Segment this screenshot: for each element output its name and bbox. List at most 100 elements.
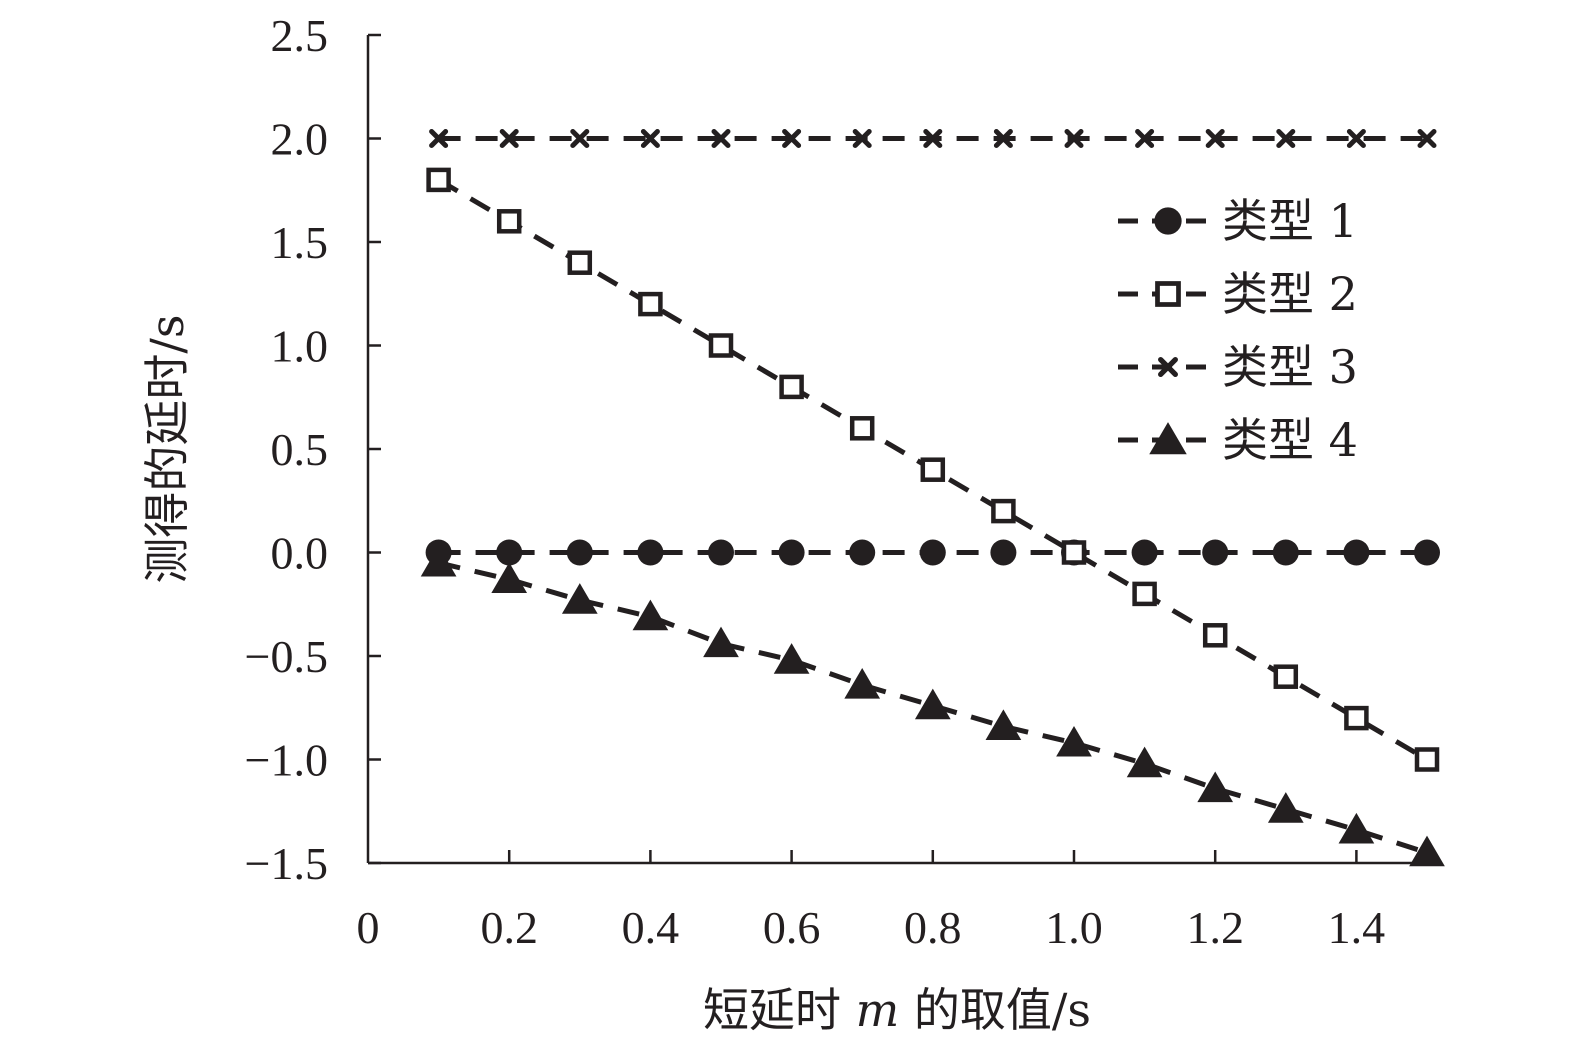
data-point-circle	[637, 539, 664, 566]
legend-item: 类型 1	[1118, 194, 1358, 248]
data-point-triangle	[1149, 422, 1187, 455]
data-point-square	[991, 498, 1016, 524]
data-point-x	[1158, 357, 1178, 377]
y-tick-label: 2.5	[271, 10, 329, 61]
data-point-x	[852, 129, 872, 148]
data-point-triangle	[844, 667, 881, 699]
data-point-circle	[1202, 539, 1229, 566]
data-point-square	[1061, 540, 1087, 565]
data-point-circle	[849, 539, 876, 566]
data-point-triangle	[1409, 835, 1445, 867]
data-point-square	[779, 374, 804, 400]
data-point-triangle	[985, 709, 1022, 740]
data-point-circle	[496, 539, 523, 566]
x-tick-label: 0	[357, 902, 380, 953]
data-point-x	[570, 129, 590, 148]
data-point-triangle	[1126, 746, 1163, 778]
data-point-triangle	[420, 545, 457, 577]
x-tick-label: 0.2	[480, 902, 538, 953]
data-point-triangle	[1056, 725, 1092, 757]
data-point-x	[1064, 129, 1084, 148]
data-point-square	[638, 291, 663, 317]
series-layer	[420, 129, 1445, 867]
legend-label: 类型 1	[1222, 194, 1358, 248]
x-tick-label: 1.2	[1186, 902, 1244, 953]
data-point-x	[429, 129, 449, 148]
data-point-square	[1273, 664, 1299, 689]
data-point-circle	[778, 539, 805, 566]
data-point-circle	[1343, 539, 1370, 566]
data-point-triangle	[1197, 771, 1234, 803]
data-point-x	[711, 129, 731, 148]
legend-label: 类型 4	[1222, 413, 1358, 467]
data-point-triangle	[491, 562, 528, 594]
y-tick-label: 1.0	[271, 321, 329, 372]
y-tick-label: 0.5	[271, 424, 329, 475]
data-point-square	[1202, 623, 1228, 648]
data-point-triangle	[914, 688, 951, 720]
data-point-x	[640, 129, 660, 148]
data-point-triangle	[1338, 812, 1375, 844]
x-axis-title-suffix: 的取值/s	[899, 983, 1091, 1037]
data-point-circle	[990, 539, 1017, 566]
y-axis-ticks: 2.5 2.0 1.5 1.0 0.5 0.0 −0.5 −1.0 −1.5	[245, 10, 381, 889]
x-tick-label: 0.4	[622, 902, 680, 953]
series-3	[429, 129, 1437, 148]
data-point-circle	[1414, 539, 1440, 566]
data-point-square	[1414, 747, 1440, 772]
data-point-x	[993, 129, 1013, 148]
legend: 类型 1 类型 2 类型 3 类型 4	[1118, 194, 1358, 467]
data-point-x	[499, 129, 519, 148]
data-point-square	[426, 167, 451, 193]
x-axis-title-variable: m	[856, 983, 900, 1037]
x-axis-ticks: 0 0.2 0.4 0.6 0.8 1.0 1.2 1.4	[357, 850, 1386, 953]
x-axis-title-prefix: 短延时	[703, 983, 856, 1037]
series-2	[426, 167, 1440, 772]
legend-item: 类型 2	[1118, 267, 1358, 321]
data-point-square	[1132, 581, 1157, 607]
legend-label: 类型 3	[1222, 340, 1358, 394]
data-point-square	[496, 209, 522, 234]
x-tick-label: 1.0	[1045, 902, 1103, 953]
x-axis-title: 短延时 m 的取值/s	[703, 983, 1091, 1037]
data-point-x	[1276, 129, 1296, 148]
data-point-circle	[566, 539, 593, 566]
data-point-triangle	[561, 583, 598, 614]
y-tick-label: −1.5	[245, 838, 328, 889]
y-tick-label: −0.5	[245, 631, 328, 682]
data-point-x	[1417, 129, 1437, 148]
data-point-square	[849, 416, 875, 441]
data-point-circle	[1131, 539, 1158, 566]
data-point-circle	[919, 539, 946, 566]
legend-item: 类型 4	[1118, 413, 1358, 467]
y-tick-label: 2.0	[271, 114, 329, 165]
x-tick-label: 0.6	[763, 902, 821, 953]
data-point-square	[1344, 705, 1369, 731]
x-tick-label: 0.8	[904, 902, 962, 953]
y-tick-label: 1.5	[271, 217, 329, 268]
data-point-x	[1135, 129, 1155, 148]
data-point-square	[920, 457, 946, 482]
series-line	[438, 560, 1428, 856]
data-point-circle	[1272, 539, 1299, 566]
data-point-square	[1155, 281, 1181, 307]
data-point-circle	[1154, 207, 1182, 235]
data-point-x	[1205, 129, 1225, 148]
legend-label: 类型 2	[1222, 267, 1358, 321]
y-tick-label: 0.0	[271, 528, 329, 579]
series-4	[420, 545, 1445, 867]
legend-item: 类型 3	[1118, 340, 1358, 394]
y-axis-title: 测得的延时/s	[140, 314, 194, 583]
data-point-circle	[708, 539, 734, 566]
data-point-triangle	[773, 643, 810, 674]
data-point-square	[708, 333, 734, 358]
y-tick-label: −1.0	[245, 735, 328, 786]
plot-area: 2.5 2.0 1.5 1.0 0.5 0.0 −0.5 −1.0 −1.5 0 0.2 0.4 0.…	[245, 10, 1445, 953]
data-point-square	[567, 250, 593, 275]
x-tick-label: 1.4	[1328, 902, 1386, 953]
series-1	[425, 539, 1440, 566]
data-point-triangle	[1267, 792, 1304, 823]
data-point-triangle	[703, 626, 739, 658]
data-point-triangle	[632, 599, 669, 631]
